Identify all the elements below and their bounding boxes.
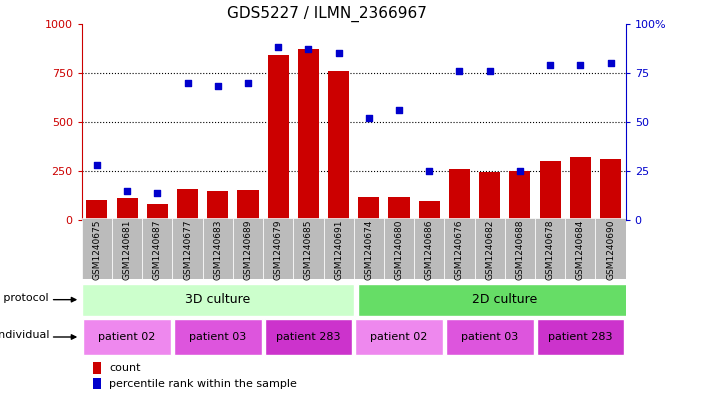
Point [574, 62, 586, 68]
Text: GSM1240674: GSM1240674 [364, 220, 373, 280]
Bar [353, 218, 384, 279]
Point [151, 189, 163, 196]
Text: GSM1240682: GSM1240682 [485, 220, 494, 280]
Bar [264, 319, 352, 355]
Point [454, 68, 465, 74]
Bar [172, 218, 203, 279]
Bar [203, 218, 233, 279]
Point [545, 62, 556, 68]
Text: patient 02: patient 02 [370, 332, 428, 342]
Text: GSM1240679: GSM1240679 [274, 220, 283, 281]
Bar [174, 319, 262, 355]
Bar [384, 218, 414, 279]
Bar [117, 198, 138, 220]
Bar [233, 218, 263, 279]
Bar [92, 362, 101, 373]
Bar [263, 218, 293, 279]
Point [514, 168, 525, 174]
Text: GSM1240676: GSM1240676 [455, 220, 464, 281]
Bar [112, 218, 142, 279]
Bar [146, 204, 168, 220]
Bar [177, 189, 198, 220]
Bar [82, 218, 112, 279]
Point [212, 83, 223, 90]
Point [303, 46, 314, 52]
Point [605, 60, 616, 66]
Text: GSM1240675: GSM1240675 [92, 220, 102, 281]
Point [333, 50, 344, 56]
Text: patient 283: patient 283 [548, 332, 613, 342]
Bar [358, 284, 641, 316]
Bar [388, 196, 410, 220]
Text: individual: individual [0, 330, 49, 340]
Bar [267, 55, 289, 220]
Point [272, 44, 284, 50]
Text: GSM1240678: GSM1240678 [545, 220, 555, 281]
Bar [207, 191, 228, 220]
Bar [444, 218, 475, 279]
Bar [505, 218, 535, 279]
Point [91, 162, 102, 168]
Bar [475, 218, 505, 279]
Bar [570, 157, 591, 220]
Text: 3D culture: 3D culture [185, 293, 250, 306]
Text: GSM1240689: GSM1240689 [243, 220, 252, 281]
Text: growth protocol: growth protocol [0, 293, 49, 303]
Text: GSM1240686: GSM1240686 [424, 220, 434, 281]
Bar [540, 161, 561, 220]
Point [363, 115, 375, 121]
Bar [535, 218, 565, 279]
Text: patient 02: patient 02 [98, 332, 156, 342]
Point [182, 79, 193, 86]
Bar [142, 218, 172, 279]
Bar [92, 378, 101, 389]
Bar [82, 284, 353, 316]
Point [484, 68, 496, 74]
Bar [298, 49, 319, 220]
Text: patient 03: patient 03 [189, 332, 247, 342]
Text: GSM1240680: GSM1240680 [395, 220, 404, 281]
Text: GSM1240690: GSM1240690 [606, 220, 615, 281]
Text: patient 03: patient 03 [461, 332, 518, 342]
Bar [446, 319, 533, 355]
Text: GSM1240688: GSM1240688 [515, 220, 525, 281]
Bar [537, 319, 624, 355]
Title: GDS5227 / ILMN_2366967: GDS5227 / ILMN_2366967 [227, 6, 427, 22]
Text: GSM1240681: GSM1240681 [122, 220, 132, 281]
Bar [358, 196, 380, 220]
Bar [419, 201, 440, 220]
Bar [449, 169, 470, 220]
Point [424, 168, 435, 174]
Text: percentile rank within the sample: percentile rank within the sample [109, 379, 296, 389]
Bar [600, 159, 621, 220]
Text: GSM1240685: GSM1240685 [304, 220, 313, 281]
Bar [356, 319, 443, 355]
Bar [86, 200, 107, 220]
Text: count: count [109, 363, 141, 373]
Bar [83, 319, 171, 355]
Text: GSM1240691: GSM1240691 [334, 220, 343, 281]
Bar [596, 218, 626, 279]
Text: GSM1240684: GSM1240684 [576, 220, 585, 280]
Text: GSM1240677: GSM1240677 [183, 220, 192, 281]
Bar [479, 172, 501, 220]
Text: GSM1240687: GSM1240687 [153, 220, 162, 281]
Bar [328, 71, 349, 220]
Text: GSM1240683: GSM1240683 [213, 220, 223, 281]
Bar [324, 218, 353, 279]
Text: 2D culture: 2D culture [472, 293, 538, 306]
Point [242, 79, 254, 86]
Bar [414, 218, 444, 279]
Point [122, 187, 133, 194]
Bar [565, 218, 596, 279]
Bar [509, 171, 530, 220]
Point [393, 107, 405, 113]
Bar [294, 218, 324, 279]
Bar [237, 189, 259, 220]
Text: patient 283: patient 283 [276, 332, 341, 342]
